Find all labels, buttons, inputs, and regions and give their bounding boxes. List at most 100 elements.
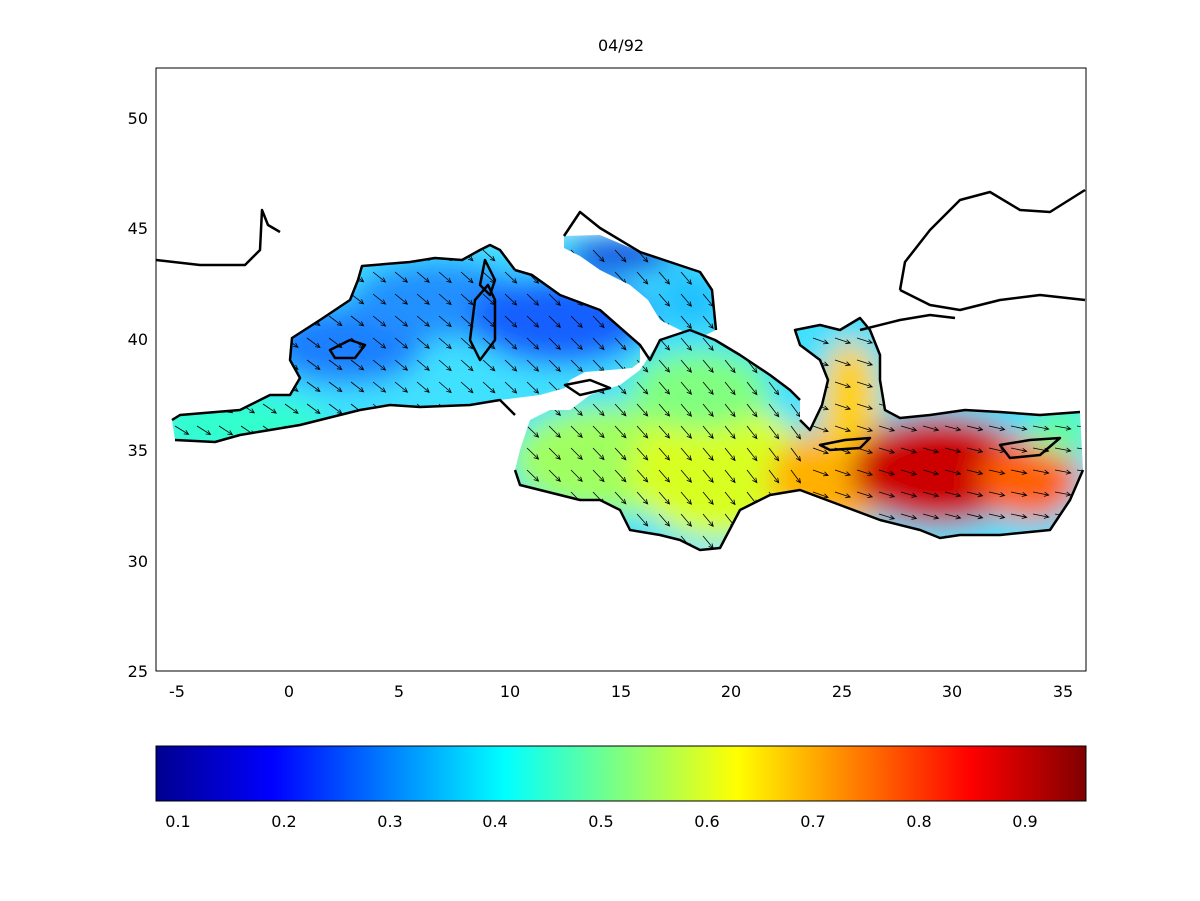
wind-arrow — [856, 491, 874, 498]
wind-arrow — [856, 381, 874, 388]
wind-arrow — [438, 293, 452, 306]
wind-arrow — [394, 337, 409, 349]
wind-arrow — [1054, 469, 1072, 475]
wind-arrow — [416, 315, 430, 327]
wind-arrow — [702, 403, 714, 418]
wind-arrow — [878, 447, 896, 454]
x-tick-label: -5 — [169, 682, 185, 701]
wind-arrow — [636, 447, 649, 461]
wind-arrow — [1054, 447, 1072, 453]
wind-arrow — [724, 425, 736, 440]
wind-arrow — [350, 359, 365, 371]
x-tick-label: 25 — [832, 682, 852, 701]
wind-arrow — [482, 381, 496, 394]
wind-arrow — [548, 447, 561, 460]
wind-arrow — [482, 293, 496, 306]
wind-arrow — [856, 447, 874, 454]
wind-arrow — [394, 359, 409, 371]
wind-arrow — [724, 403, 736, 418]
wind-arrow — [702, 425, 714, 440]
wind-arrow — [702, 447, 714, 462]
wind-arrow — [680, 315, 693, 329]
wind-arrow — [702, 293, 714, 308]
wind-arrow — [350, 315, 365, 327]
wind-arrow — [900, 513, 918, 520]
wind-arrow — [614, 425, 627, 439]
wind-arrow — [944, 447, 962, 454]
wind-arrow — [878, 469, 896, 476]
wind-arrow — [328, 403, 343, 415]
wind-arrow — [306, 403, 321, 415]
wind-arrow — [856, 337, 874, 344]
coastline — [156, 188, 1086, 552]
wind-arrow — [922, 513, 940, 520]
wind-arrow — [944, 425, 962, 432]
wind-arrow — [812, 469, 829, 477]
colorbar-frame — [155, 745, 1087, 802]
wind-arrow — [328, 381, 343, 393]
wind-arrow — [548, 337, 561, 350]
wind-arrow — [988, 469, 1006, 476]
wind-arrow — [680, 425, 693, 439]
wind-arrow — [1010, 425, 1028, 431]
wind-arrow — [372, 359, 387, 371]
wind-arrow — [702, 469, 714, 484]
wind-arrow — [592, 425, 605, 439]
wind-arrow — [614, 491, 627, 505]
wind-arrow — [394, 293, 409, 305]
wind-arrow — [328, 359, 343, 371]
wind-arrow — [416, 359, 430, 371]
colorbar-tick-label: 0.6 — [694, 812, 719, 831]
wind-arrow — [680, 513, 693, 527]
wind-arrow — [482, 271, 496, 284]
wind-arrow — [592, 337, 605, 351]
wind-arrow — [1032, 469, 1050, 475]
wind-arrow — [680, 271, 693, 285]
wind-arrow — [548, 469, 561, 482]
wind-arrow — [746, 403, 758, 418]
wind-arrow — [306, 337, 321, 349]
wind-arrow — [262, 403, 277, 414]
wind-arrow — [174, 425, 190, 435]
y-tick-label: 25 — [128, 662, 148, 681]
wind-arrow — [878, 513, 896, 520]
wind-arrow — [724, 469, 736, 484]
wind-arrow — [1032, 491, 1050, 497]
wind-arrow — [438, 271, 452, 284]
wind-arrow — [702, 491, 714, 506]
wind-arrow — [966, 513, 984, 520]
colorbar-tick-label: 0.4 — [482, 812, 507, 831]
wind-arrow — [614, 249, 627, 263]
wind-arrow — [680, 469, 693, 483]
x-axis: -5 0 5 10 15 20 25 30 35 — [169, 682, 1073, 701]
wind-arrow — [1032, 425, 1050, 431]
wind-arrow — [702, 535, 714, 550]
wind-arrow — [526, 337, 540, 350]
wind-arrow — [636, 249, 649, 263]
wind-arrow — [636, 469, 649, 483]
wind-arrow — [900, 491, 918, 498]
wind-arrow — [658, 293, 671, 307]
wind-arrow — [306, 381, 321, 393]
wind-arrow — [724, 447, 736, 462]
wind-arrow — [724, 381, 736, 396]
wind-arrow — [812, 491, 829, 499]
wind-arrow — [658, 403, 671, 417]
wind-arrow — [592, 315, 605, 329]
wind-arrow — [658, 491, 671, 505]
wind-arrow — [438, 381, 452, 394]
wind-arrow — [636, 425, 649, 439]
wind-arrow — [570, 337, 583, 351]
wind-arrow — [482, 337, 496, 350]
wind-arrow — [196, 425, 212, 435]
wind-arrow — [504, 337, 518, 350]
wind-arrow — [702, 513, 714, 528]
wind-arrow — [1010, 469, 1028, 475]
wind-arrow — [372, 381, 387, 393]
wind-arrow — [460, 337, 474, 350]
y-tick-label: 50 — [128, 109, 148, 128]
y-tick-label: 45 — [128, 219, 148, 238]
wind-arrow — [746, 359, 758, 374]
wind-arrow — [834, 469, 852, 477]
wind-arrow — [614, 447, 627, 461]
